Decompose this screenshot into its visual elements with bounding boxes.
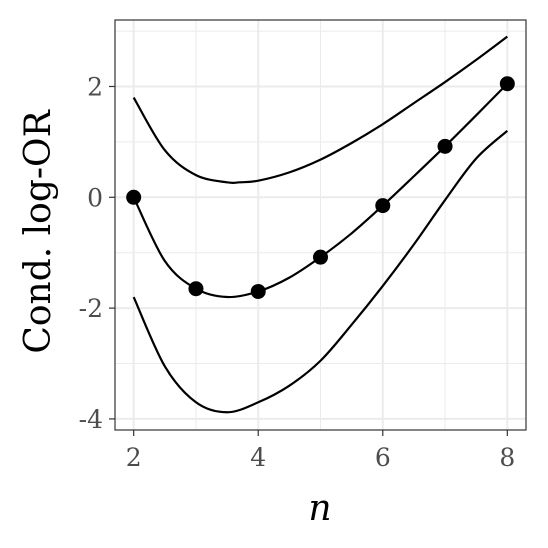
x-tick-label: 2 (126, 443, 142, 472)
grid (115, 20, 526, 430)
series-layer (126, 35, 515, 414)
x-tick-label: 4 (250, 443, 266, 472)
y-axis-title: Cond. log-OR (18, 109, 59, 353)
series-line-1 (132, 82, 509, 299)
series-line-2 (132, 35, 508, 185)
y-tick-label: 0 (87, 183, 103, 212)
series-line-3 (132, 129, 509, 414)
axes: 2 4 6 8 -4 -2 0 2 (79, 72, 516, 472)
y-tick-label: 2 (87, 72, 103, 101)
x-axis-title: n (308, 488, 331, 529)
x-tick-label: 6 (375, 443, 391, 472)
panel-border (114, 19, 527, 431)
x-tick-label: 8 (499, 443, 515, 472)
y-tick-label: -2 (79, 294, 103, 323)
y-tick-label: -4 (79, 405, 103, 434)
